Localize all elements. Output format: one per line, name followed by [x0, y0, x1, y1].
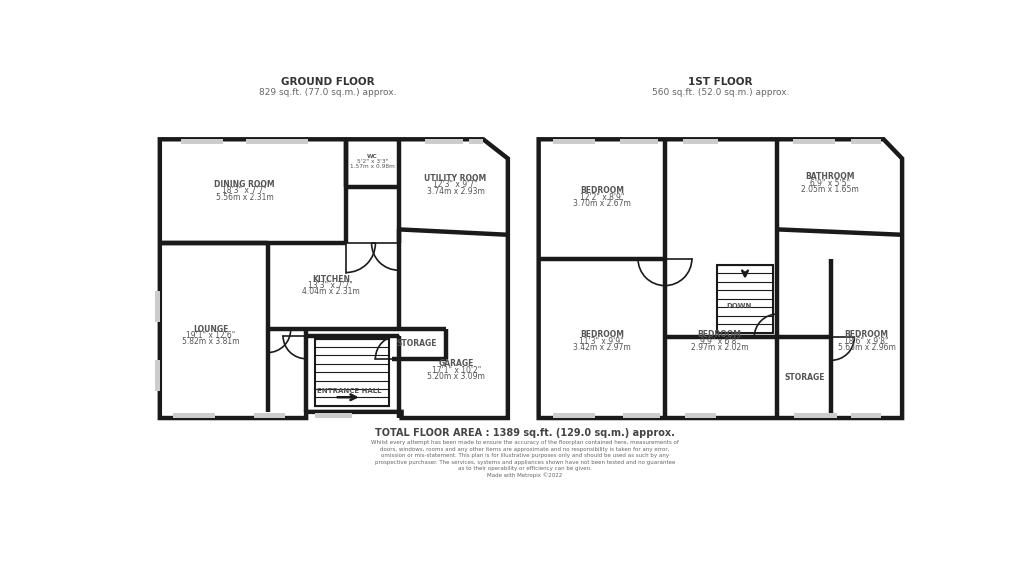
Text: 9'9" x 6'8": 9'9" x 6'8"	[699, 337, 739, 346]
Text: 1.57m x 0.98m: 1.57m x 0.98m	[350, 164, 395, 169]
Polygon shape	[539, 139, 902, 418]
Text: LOUNGE: LOUNGE	[193, 325, 228, 334]
Bar	[685, 413, 716, 418]
Bar	[254, 413, 285, 418]
Text: 11'3" x 9'9": 11'3" x 9'9"	[580, 337, 624, 346]
Text: DOWN: DOWN	[726, 303, 752, 310]
Text: 4.04m x 2.31m: 4.04m x 2.31m	[302, 288, 359, 297]
Text: Made with Metropix ©2022: Made with Metropix ©2022	[487, 473, 562, 478]
Text: 12'2" x 8'9": 12'2" x 8'9"	[580, 192, 624, 201]
Text: BEDROOM: BEDROOM	[697, 330, 741, 339]
Text: 6'9" x 5'5": 6'9" x 5'5"	[810, 179, 850, 188]
Text: 3.74m x 2.93m: 3.74m x 2.93m	[427, 187, 484, 196]
Bar	[553, 413, 595, 418]
Text: GARAGE: GARAGE	[438, 359, 474, 368]
Bar	[173, 413, 215, 418]
Text: BEDROOM: BEDROOM	[580, 330, 624, 339]
Bar	[156, 360, 160, 391]
Bar	[683, 139, 718, 144]
Text: 2.05m x 1.65m: 2.05m x 1.65m	[801, 185, 858, 194]
Text: as to their operability or efficiency can be given.: as to their operability or efficiency ca…	[458, 466, 592, 472]
Polygon shape	[160, 139, 508, 418]
Text: BEDROOM: BEDROOM	[845, 330, 889, 339]
Text: 5'2" x 3'3": 5'2" x 3'3"	[356, 159, 388, 164]
Text: ENTRANCE HALL: ENTRANCE HALL	[317, 388, 382, 394]
Text: 18'6" x 9'8": 18'6" x 9'8"	[845, 337, 889, 346]
Text: 3.70m x 2.67m: 3.70m x 2.67m	[572, 199, 631, 208]
Text: 2.97m x 2.02m: 2.97m x 2.02m	[691, 343, 749, 352]
Bar	[851, 413, 882, 418]
Bar	[469, 139, 483, 144]
Bar	[717, 265, 773, 333]
Bar	[851, 139, 882, 144]
Text: 560 sq.ft. (52.0 sq.m.) approx.: 560 sq.ft. (52.0 sq.m.) approx.	[651, 88, 790, 97]
Text: 12'3" x 9'7": 12'3" x 9'7"	[433, 180, 478, 189]
Text: 19'1" x 12'6": 19'1" x 12'6"	[186, 331, 236, 340]
Text: STORAGE: STORAGE	[396, 339, 437, 348]
Text: BATHROOM: BATHROOM	[805, 173, 854, 182]
Text: KITCHEN: KITCHEN	[311, 275, 350, 284]
Text: GROUND FLOOR: GROUND FLOOR	[281, 77, 375, 86]
Bar	[624, 413, 660, 418]
Text: 5.82m x 3.81m: 5.82m x 3.81m	[182, 337, 240, 346]
Bar	[315, 339, 388, 406]
Bar	[620, 139, 658, 144]
Text: WC: WC	[367, 155, 378, 159]
Text: 5.20m x 3.09m: 5.20m x 3.09m	[427, 372, 485, 381]
Text: STORAGE: STORAGE	[784, 373, 824, 382]
Text: BEDROOM: BEDROOM	[580, 186, 624, 195]
Text: Whilst every attempt has been made to ensure the accuracy of the floorplan conta: Whilst every attempt has been made to en…	[371, 440, 679, 445]
Text: 5.63m x 2.96m: 5.63m x 2.96m	[838, 343, 896, 352]
Text: 3.42m x 2.97m: 3.42m x 2.97m	[572, 343, 631, 352]
Text: 5.56m x 2.31m: 5.56m x 2.31m	[216, 193, 273, 202]
Text: 1ST FLOOR: 1ST FLOOR	[688, 77, 753, 86]
Bar	[156, 291, 160, 322]
Text: 18'3" x 7'7": 18'3" x 7'7"	[222, 186, 267, 195]
Bar	[553, 139, 595, 144]
Bar	[425, 139, 463, 144]
Bar	[246, 139, 307, 144]
Text: DINING ROOM: DINING ROOM	[214, 180, 274, 189]
Text: omission or mis-statement. This plan is for illustrative purposes only and shoul: omission or mis-statement. This plan is …	[381, 453, 669, 459]
Bar	[795, 413, 837, 418]
Text: TOTAL FLOOR AREA : 1389 sq.ft. (129.0 sq.m.) approx.: TOTAL FLOOR AREA : 1389 sq.ft. (129.0 sq…	[375, 428, 675, 438]
Text: 13'3" x 7'7": 13'3" x 7'7"	[308, 281, 353, 290]
Bar	[180, 139, 223, 144]
Text: doors, windows, rooms and any other items are approximate and no responsibility : doors, windows, rooms and any other item…	[380, 447, 670, 452]
Text: prospective purchaser. The services, systems and appliances shown have not been : prospective purchaser. The services, sys…	[375, 460, 675, 465]
Bar	[315, 413, 352, 418]
Text: 829 sq.ft. (77.0 sq.m.) approx.: 829 sq.ft. (77.0 sq.m.) approx.	[259, 88, 396, 97]
Bar	[793, 139, 836, 144]
Text: 17'1" x 10'2": 17'1" x 10'2"	[432, 366, 481, 375]
Text: UTILITY ROOM: UTILITY ROOM	[424, 174, 486, 183]
